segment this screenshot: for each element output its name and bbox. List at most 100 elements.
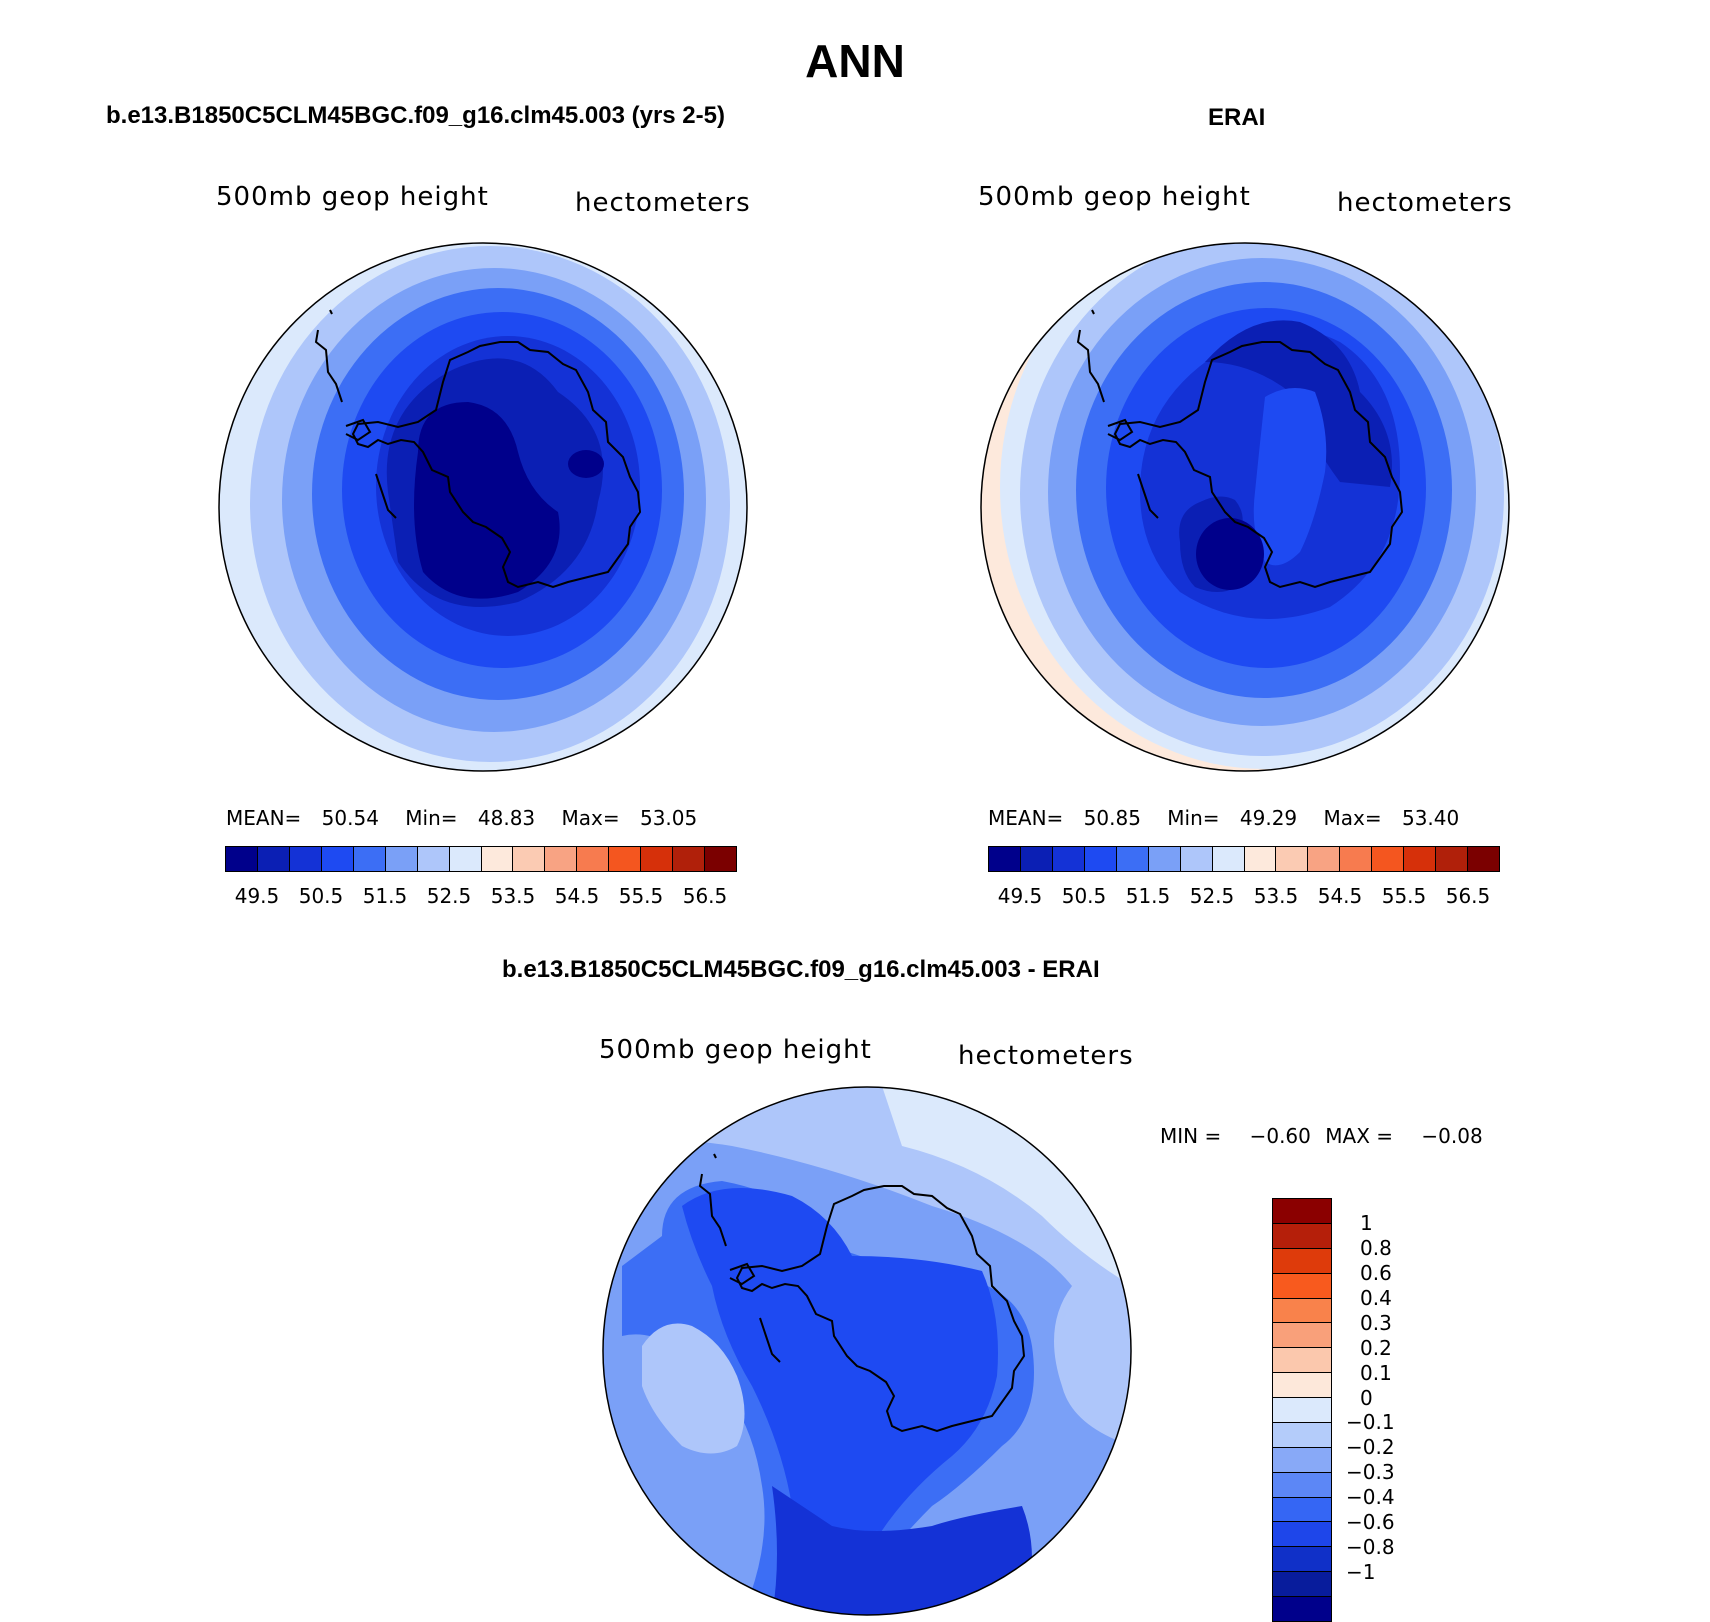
colorbar-tick-label: 53.5 bbox=[1253, 884, 1299, 908]
colorbar-swatch bbox=[1308, 847, 1341, 871]
colorbar-swatch bbox=[1212, 847, 1245, 871]
colorbar-tick-label: −0.6 bbox=[1346, 1510, 1395, 1535]
colorbar-swatch bbox=[1273, 1199, 1331, 1224]
diff-units-label: hectometers bbox=[958, 1041, 1134, 1071]
colorbar-swatch bbox=[1273, 1298, 1331, 1324]
colorbar-swatch bbox=[641, 847, 674, 871]
colorbar-tick-label: 51.5 bbox=[1125, 884, 1171, 908]
colorbar-swatch bbox=[1273, 1522, 1331, 1548]
colorbar-swatch bbox=[705, 847, 736, 871]
colorbar-tick-label: −0.8 bbox=[1346, 1535, 1395, 1560]
colorbar-swatch bbox=[1273, 1497, 1331, 1523]
panel2-min-label: Min= bbox=[1167, 806, 1220, 830]
colorbar-tick-label: 0.6 bbox=[1360, 1260, 1392, 1285]
colorbar-tick-label: 49.5 bbox=[234, 884, 280, 908]
diff-case-title: b.e13.B1850C5CLM45BGC.f09_g16.clm45.003 … bbox=[502, 956, 1100, 983]
colorbar-swatch bbox=[513, 847, 546, 871]
colorbar-tick-label: 56.5 bbox=[1445, 884, 1491, 908]
panel1-variable-label: 500mb geop height bbox=[216, 182, 489, 212]
panel1-coastline bbox=[234, 309, 642, 589]
colorbar-swatch bbox=[1404, 847, 1437, 871]
panel2-map bbox=[980, 242, 1510, 772]
colorbar-tick-label: 51.5 bbox=[362, 884, 408, 908]
diff-max-value: −0.08 bbox=[1421, 1124, 1483, 1148]
panel2-mean-value: 50.85 bbox=[1083, 806, 1141, 830]
panel2-variable-label: 500mb geop height bbox=[978, 182, 1251, 212]
colorbar-swatch bbox=[1436, 847, 1469, 871]
colorbar-swatch bbox=[1020, 847, 1053, 871]
colorbar-tick-label: 54.5 bbox=[1317, 884, 1363, 908]
colorbar-swatch bbox=[321, 847, 354, 871]
colorbar-tick-label: 0 bbox=[1360, 1385, 1373, 1410]
colorbar-swatch bbox=[545, 847, 578, 871]
colorbar-tick-label: 50.5 bbox=[298, 884, 344, 908]
diff-colorbar-ticks: 1 0.8 0.6 0.4 0.3 0.2 0.1 0 −0.1 −0.2 −0.3 −0.4 −0.6… bbox=[1346, 1198, 1446, 1622]
panel1-min-label: Min= bbox=[405, 806, 458, 830]
panel2-max-label: Max= bbox=[1323, 806, 1382, 830]
colorbar-swatch bbox=[1273, 1572, 1331, 1597]
diff-stats: MIN = −0.60 MAX = −0.08 bbox=[1160, 1124, 1483, 1148]
colorbar-tick-label: 0.4 bbox=[1360, 1285, 1392, 1310]
diff-min-label: MIN = bbox=[1160, 1124, 1222, 1148]
colorbar-swatch bbox=[989, 847, 1021, 871]
colorbar-tick-label: −0.2 bbox=[1346, 1435, 1395, 1460]
panel1-units-label: hectometers bbox=[575, 188, 751, 218]
colorbar-tick-label: −0.3 bbox=[1346, 1460, 1395, 1485]
colorbar-swatch bbox=[1273, 1547, 1331, 1573]
panel1-min-value: 48.83 bbox=[477, 806, 536, 830]
colorbar-swatch bbox=[1273, 1422, 1331, 1448]
colorbar-swatch bbox=[1273, 1248, 1331, 1274]
panel2-units-label: hectometers bbox=[1337, 188, 1513, 218]
colorbar-swatch bbox=[1273, 1373, 1331, 1398]
colorbar-swatch bbox=[1468, 847, 1499, 871]
colorbar-tick-label: −1 bbox=[1346, 1560, 1376, 1585]
colorbar-swatch bbox=[1273, 1597, 1331, 1621]
colorbar-swatch bbox=[1273, 1323, 1331, 1349]
panel2-min-value: 49.29 bbox=[1239, 806, 1298, 830]
colorbar-swatch bbox=[1273, 1348, 1331, 1374]
colorbar-swatch bbox=[1273, 1447, 1331, 1473]
colorbar-swatch bbox=[481, 847, 514, 871]
colorbar-swatch bbox=[1148, 847, 1181, 871]
colorbar-tick-label: 55.5 bbox=[618, 884, 664, 908]
colorbar-swatch bbox=[1372, 847, 1405, 871]
colorbar-swatch bbox=[289, 847, 322, 871]
colorbar-swatch bbox=[577, 847, 610, 871]
colorbar-swatch bbox=[226, 847, 258, 871]
colorbar-tick-label: −0.4 bbox=[1346, 1485, 1395, 1510]
main-title: ANN bbox=[805, 35, 905, 87]
colorbar-swatch bbox=[1116, 847, 1149, 871]
colorbar-tick-label: 0.2 bbox=[1360, 1335, 1392, 1360]
diff-variable-label: 500mb geop height bbox=[599, 1035, 872, 1065]
diff-colorbar bbox=[1272, 1198, 1332, 1622]
panel2-coastline bbox=[996, 309, 1404, 589]
colorbar-tick-label: 49.5 bbox=[997, 884, 1043, 908]
colorbar-swatch bbox=[417, 847, 450, 871]
colorbar-swatch bbox=[1180, 847, 1213, 871]
panel1-mean-label: MEAN= bbox=[226, 806, 302, 830]
panel2-colorbar bbox=[988, 846, 1500, 872]
panel1-mean-value: 50.54 bbox=[321, 806, 379, 830]
colorbar-swatch bbox=[353, 847, 386, 871]
panel2-case-title: ERAI bbox=[1208, 104, 1266, 131]
panel2-colorbar-ticks: 49.5 50.5 51.5 52.5 53.5 54.5 55.5 56.5 bbox=[988, 884, 1500, 908]
colorbar-tick-label: 52.5 bbox=[1189, 884, 1235, 908]
colorbar-swatch bbox=[673, 847, 706, 871]
colorbar-swatch bbox=[1273, 1398, 1331, 1423]
colorbar-swatch bbox=[1244, 847, 1277, 871]
colorbar-tick-label: 0.1 bbox=[1360, 1360, 1392, 1385]
colorbar-swatch bbox=[1273, 1472, 1331, 1498]
colorbar-tick-label: 1 bbox=[1360, 1210, 1373, 1235]
colorbar-swatch bbox=[1084, 847, 1117, 871]
panel1-colorbar-ticks: 49.5 50.5 51.5 52.5 53.5 54.5 55.5 56.5 bbox=[225, 884, 737, 908]
panel1-case-title: b.e13.B1850C5CLM45BGC.f09_g16.clm45.003 … bbox=[106, 102, 725, 129]
colorbar-swatch bbox=[449, 847, 482, 871]
colorbar-swatch bbox=[1273, 1273, 1331, 1299]
colorbar-swatch bbox=[609, 847, 642, 871]
colorbar-swatch bbox=[257, 847, 290, 871]
panel1-max-label: Max= bbox=[561, 806, 620, 830]
colorbar-tick-label: 55.5 bbox=[1381, 884, 1427, 908]
colorbar-tick-label: 56.5 bbox=[682, 884, 728, 908]
colorbar-swatch bbox=[1340, 847, 1373, 871]
diff-map bbox=[602, 1086, 1132, 1616]
